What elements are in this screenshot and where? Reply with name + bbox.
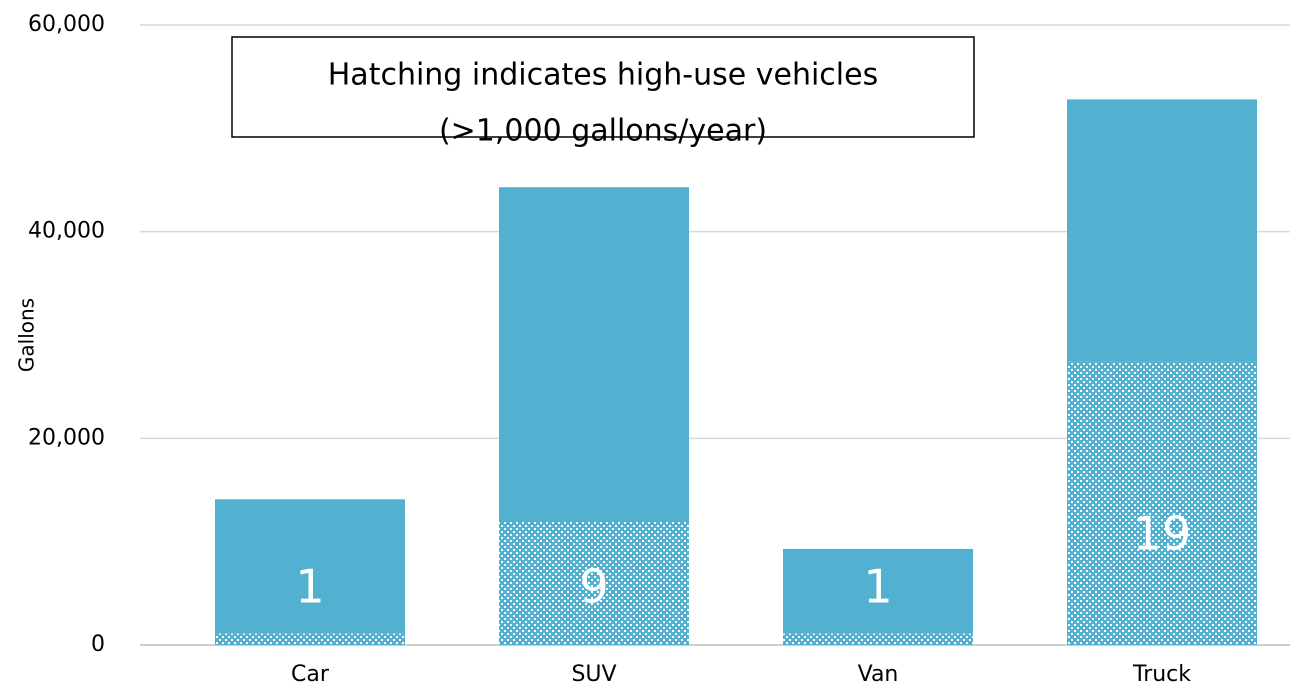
y-tick-label: 60,000 — [28, 12, 105, 37]
y-tick-label: 0 — [91, 632, 105, 657]
hatched-bar-segment — [499, 521, 689, 645]
data-label: 9 — [579, 560, 608, 614]
x-tick-label: Car — [291, 662, 330, 687]
y-axis-label: Gallons — [15, 298, 39, 372]
y-tick-label: 20,000 — [28, 425, 105, 450]
data-label: 1 — [295, 560, 324, 614]
data-label: 19 — [1133, 506, 1192, 560]
bar-segment — [499, 187, 689, 521]
x-tick-label: Truck — [1132, 662, 1191, 687]
data-label: 1 — [863, 560, 892, 614]
hatched-bar-segment — [783, 633, 973, 645]
bar-segment — [783, 548, 973, 634]
annotation-text: (>1,000 gallons/year) — [439, 114, 767, 149]
hatched-bar-segment — [1067, 361, 1257, 645]
bar-segment — [215, 499, 405, 634]
x-tick-label: Van — [858, 662, 899, 687]
x-tick-label: SUV — [571, 662, 616, 687]
hatched-bar-segment — [215, 633, 405, 645]
annotation-box — [231, 36, 975, 138]
bar-segment — [1067, 99, 1257, 362]
y-tick-label: 40,000 — [28, 219, 105, 244]
annotation-text: Hatching indicates high-use vehicles — [328, 58, 878, 93]
